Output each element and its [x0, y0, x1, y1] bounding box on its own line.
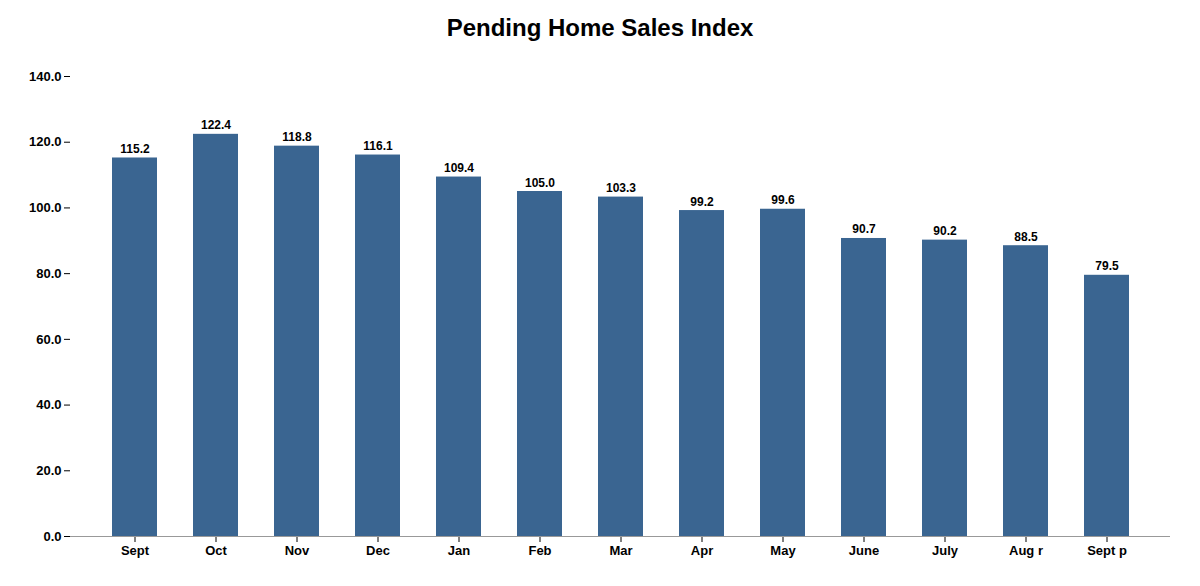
svg-text:90.2: 90.2 — [933, 224, 957, 238]
svg-text:140.0: 140.0 — [29, 69, 62, 84]
svg-text:88.5: 88.5 — [1014, 230, 1038, 244]
svg-text:0.0: 0.0 — [43, 529, 61, 544]
svg-text:90.7: 90.7 — [852, 222, 876, 236]
svg-text:105.0: 105.0 — [525, 176, 555, 190]
svg-text:116.1: 116.1 — [363, 139, 393, 153]
svg-text:Mar: Mar — [609, 543, 632, 558]
svg-text:99.2: 99.2 — [690, 195, 714, 209]
svg-text:June: June — [849, 543, 879, 558]
svg-text:Feb: Feb — [528, 543, 551, 558]
svg-text:60.0: 60.0 — [36, 332, 61, 347]
svg-text:80.0: 80.0 — [36, 266, 61, 281]
svg-text:118.8: 118.8 — [282, 130, 312, 144]
svg-text:Oct: Oct — [205, 543, 227, 558]
svg-text:Apr: Apr — [691, 543, 713, 558]
svg-text:July: July — [932, 543, 959, 558]
svg-text:79.5: 79.5 — [1095, 259, 1119, 273]
svg-text:Nov: Nov — [285, 543, 310, 558]
svg-text:115.2: 115.2 — [120, 142, 150, 156]
html-text:Pending Home Sales Index: Pending Home Sales Index — [446, 14, 754, 41]
svg-text:Sept: Sept — [121, 543, 150, 558]
svg-text:Jan: Jan — [448, 543, 470, 558]
svg-text:May: May — [770, 543, 796, 558]
svg-text:20.0: 20.0 — [36, 463, 61, 478]
svg-text:122.4: 122.4 — [201, 118, 231, 132]
svg-text:40.0: 40.0 — [36, 397, 61, 412]
svg-text:103.3: 103.3 — [606, 181, 636, 195]
svg-text:Dec: Dec — [366, 543, 390, 558]
svg-text:99.6: 99.6 — [771, 193, 795, 207]
svg-text:100.0: 100.0 — [29, 200, 62, 215]
svg-text:109.4: 109.4 — [444, 161, 474, 175]
svg-text:Sept p: Sept p — [1087, 543, 1127, 558]
svg-text:120.0: 120.0 — [29, 134, 62, 149]
svg-text:Aug r: Aug r — [1009, 543, 1043, 558]
